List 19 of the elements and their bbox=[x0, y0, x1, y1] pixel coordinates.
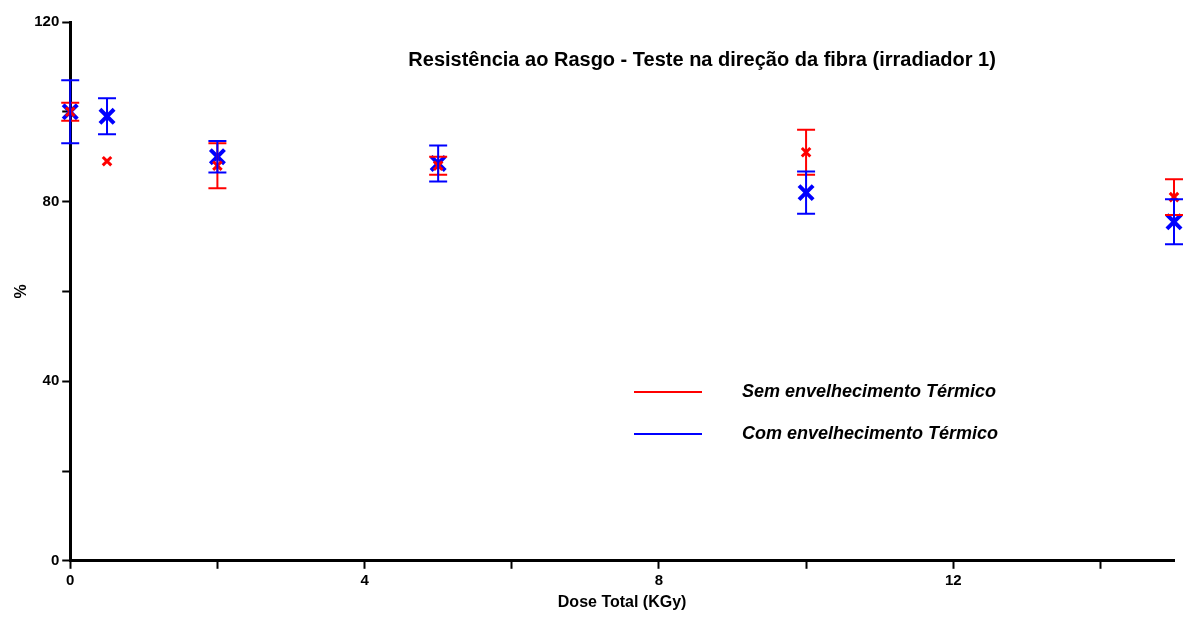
x-tick-label: 8 bbox=[654, 570, 664, 588]
y-tick-label: 80 bbox=[42, 191, 60, 209]
point bbox=[208, 147, 227, 166]
x-axis-title: Dose Total (KGy) bbox=[557, 592, 687, 610]
x-tick-label: 0 bbox=[66, 570, 75, 588]
point bbox=[101, 155, 113, 167]
y-tick-label: 40 bbox=[42, 371, 60, 389]
point bbox=[1164, 212, 1184, 231]
y-tick-label: 0 bbox=[50, 550, 60, 568]
y-axis-title: % bbox=[12, 284, 30, 299]
x-tick-label: 4 bbox=[360, 570, 370, 588]
point bbox=[797, 183, 816, 202]
legend-label: Sem envelhecimento Térmico bbox=[742, 380, 997, 401]
point bbox=[800, 146, 812, 158]
text: Resistência ao Rasgo - Teste na direção da fibra (irradiador 1) bbox=[408, 47, 996, 70]
point bbox=[97, 107, 117, 126]
y-tick-label: 120 bbox=[34, 12, 60, 30]
legend-label: Com envelhecimento Térmico bbox=[742, 422, 999, 443]
x-tick-label: 12 bbox=[944, 570, 962, 588]
